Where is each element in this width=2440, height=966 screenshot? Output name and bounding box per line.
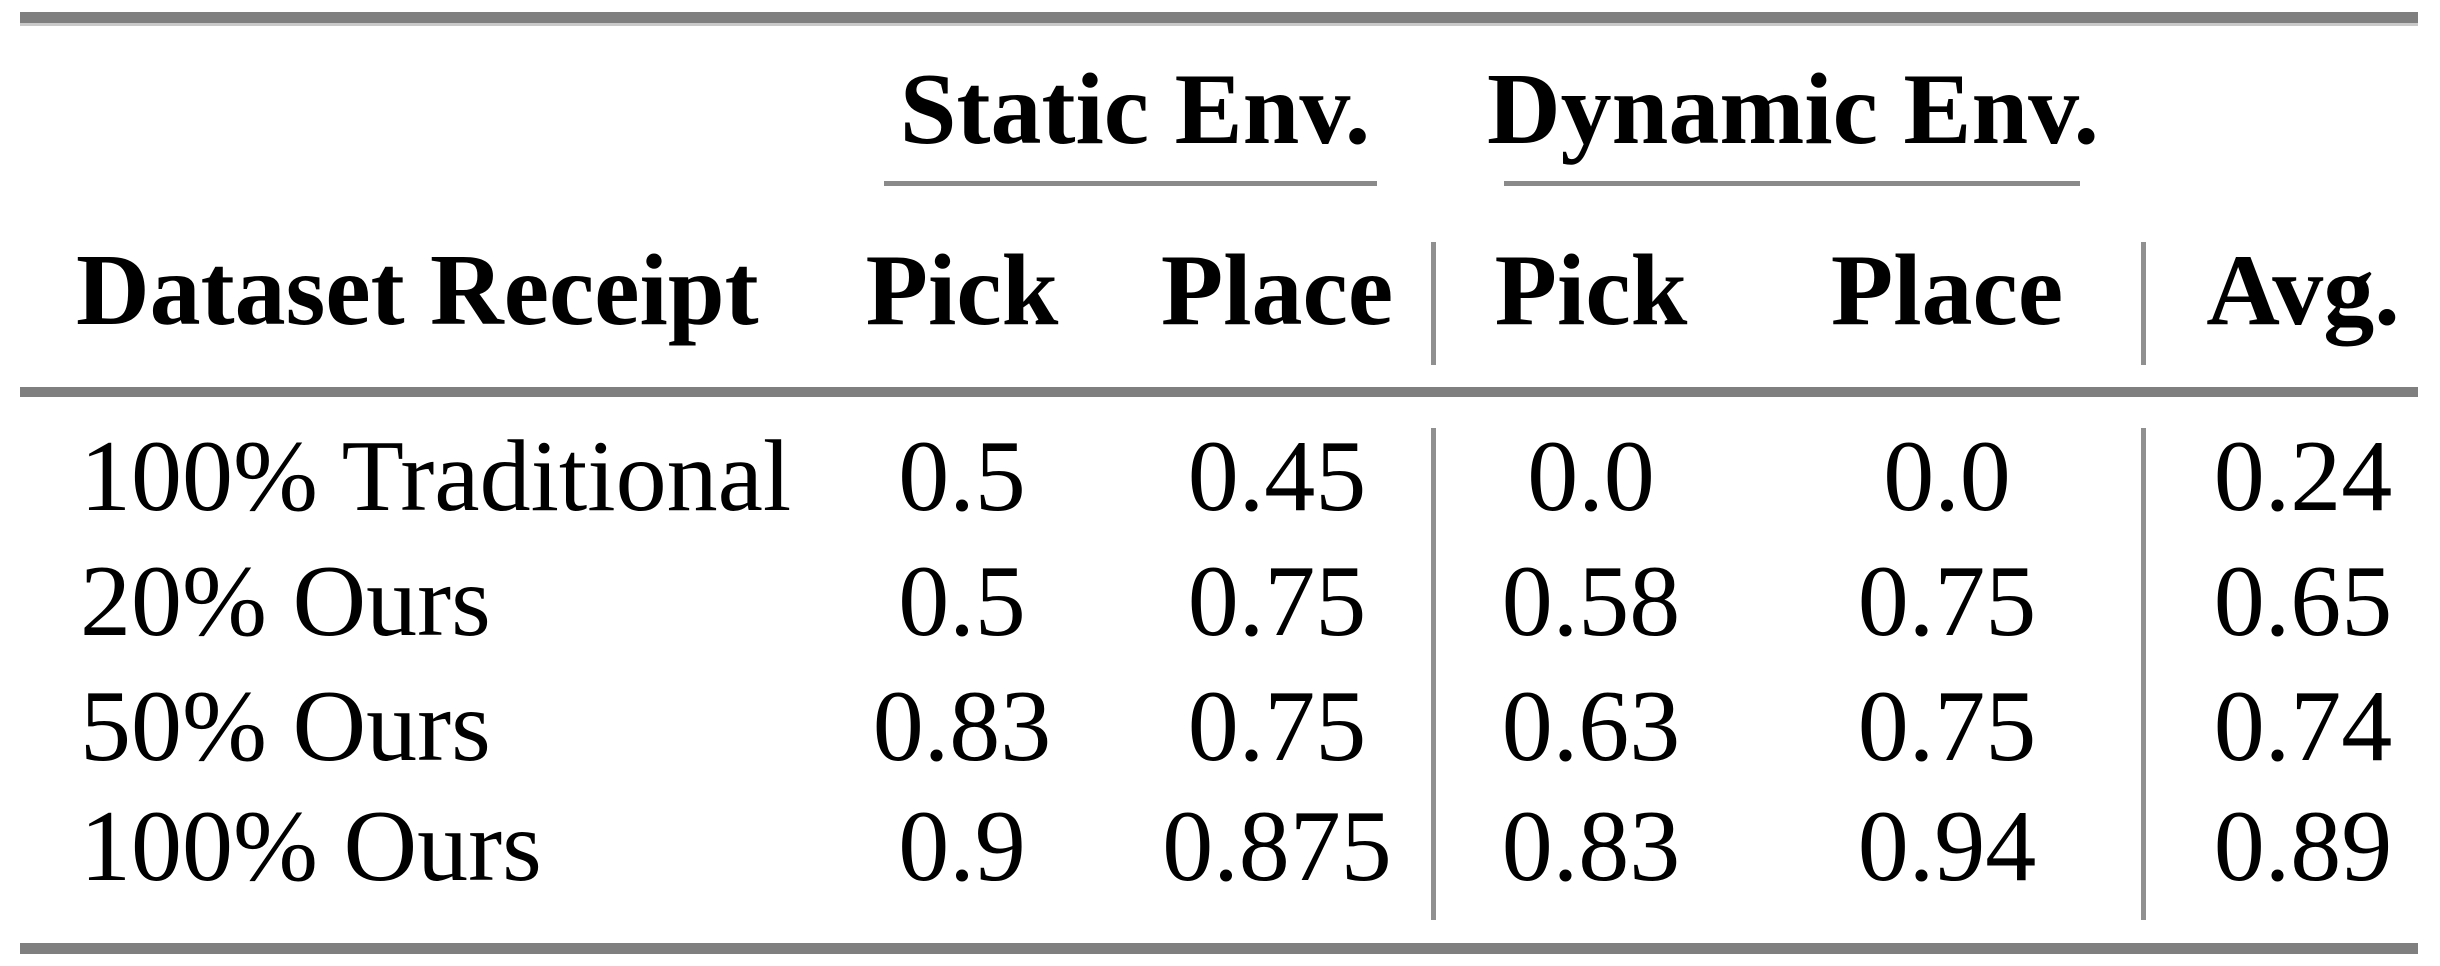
top-rule [20,12,2418,23]
cell-value: 0.45 [1187,420,1367,533]
column-header-dataset-receipt: Dataset Receipt [76,234,759,347]
column-divider-1-body [1431,428,1436,920]
column-divider-2-body [2141,428,2146,920]
cell-value: 0.83 [1501,790,1681,903]
cell-value: 0.75 [1187,545,1367,658]
cell-value: 0.65 [2213,545,2393,658]
cell-value: 0.0 [1883,420,2011,533]
cell-value: 0.5 [898,420,1026,533]
row-label: 50% Ours [80,670,491,783]
group-header-static: Static Env. [899,53,1371,166]
cell-value: 0.875 [1162,790,1392,903]
cell-value: 0.75 [1857,670,2037,783]
row-label: 100% Ours [80,790,542,903]
cell-value: 0.0 [1527,420,1655,533]
cell-value: 0.75 [1857,545,2037,658]
cell-value: 0.5 [898,545,1026,658]
cell-value: 0.63 [1501,670,1681,783]
cell-value: 0.83 [872,670,1052,783]
dynamic-env-underline [1504,181,2080,186]
column-header-static-place: Place [1160,234,1394,347]
cell-value: 0.9 [898,790,1026,903]
cell-value: 0.24 [2213,420,2393,533]
column-header-avg: Avg. [2206,234,2400,347]
cell-value: 0.75 [1187,670,1367,783]
cell-value: 0.74 [2213,670,2393,783]
row-label: 100% Traditional [80,420,792,533]
group-header-dynamic: Dynamic Env. [1486,53,2100,166]
row-label: 20% Ours [80,545,491,658]
column-divider-2-header [2141,242,2146,365]
cell-value: 0.89 [2213,790,2393,903]
header-midrule [20,387,2418,397]
column-divider-1-header [1431,242,1436,365]
cell-value: 0.94 [1857,790,2037,903]
static-env-underline [884,181,1377,186]
column-header-static-pick: Pick [865,234,1059,347]
column-header-dynamic-pick: Pick [1494,234,1688,347]
column-header-dynamic-place: Place [1830,234,2064,347]
bottom-rule [20,943,2418,954]
cell-value: 0.58 [1501,545,1681,658]
top-rule-highlight [20,23,2418,26]
